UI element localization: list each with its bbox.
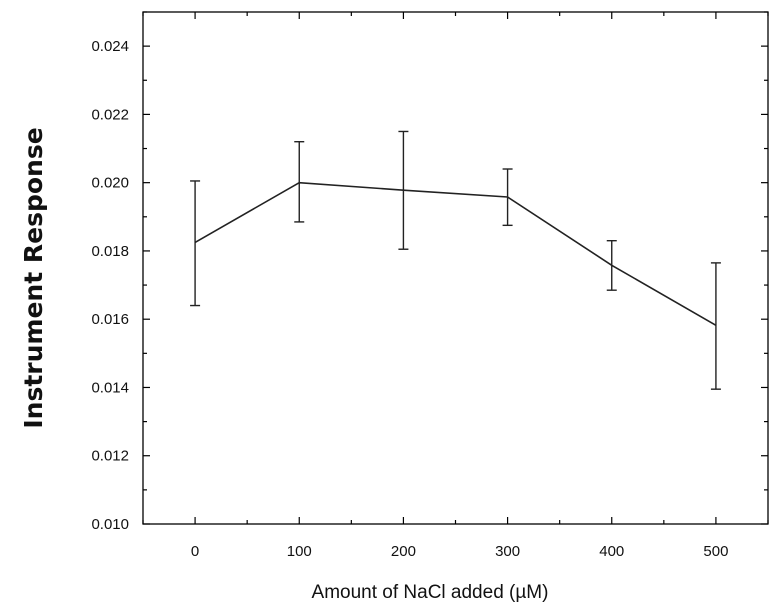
y-tick-label: 0.012 bbox=[91, 448, 129, 465]
x-tick-label: 300 bbox=[495, 543, 520, 560]
x-tick-label: 100 bbox=[287, 543, 312, 560]
series-lines bbox=[194, 181, 717, 327]
y-tick-label: 0.016 bbox=[91, 311, 129, 328]
error-bars bbox=[190, 130, 721, 390]
x-tick-label: 200 bbox=[391, 543, 416, 560]
plot-frame bbox=[142, 11, 769, 525]
y-tick-label: 0.010 bbox=[91, 516, 129, 533]
x-tick-label: 0 bbox=[191, 543, 199, 560]
x-tick-label: 500 bbox=[703, 543, 728, 560]
y-axis-label: Instrument Response bbox=[19, 127, 48, 428]
y-axis-ticks: 0.010 0.012 0.014 0.016 0.018 0.020 0.022 0.024 bbox=[91, 11, 768, 533]
y-tick-label: 0.018 bbox=[91, 243, 129, 260]
x-tick-label: 400 bbox=[599, 543, 624, 560]
plot-border bbox=[142, 11, 769, 525]
y-tick-label: 0.020 bbox=[91, 175, 129, 192]
x-axis-label: Amount of NaCl added (µM) bbox=[312, 582, 549, 603]
series-line bbox=[194, 181, 717, 327]
x-axis-ticks: 0 100 200 300 400 500 bbox=[142, 12, 769, 560]
y-tick-label: 0.014 bbox=[91, 379, 129, 396]
y-tick-label: 0.024 bbox=[91, 38, 129, 55]
y-tick-label: 0.022 bbox=[91, 106, 129, 123]
